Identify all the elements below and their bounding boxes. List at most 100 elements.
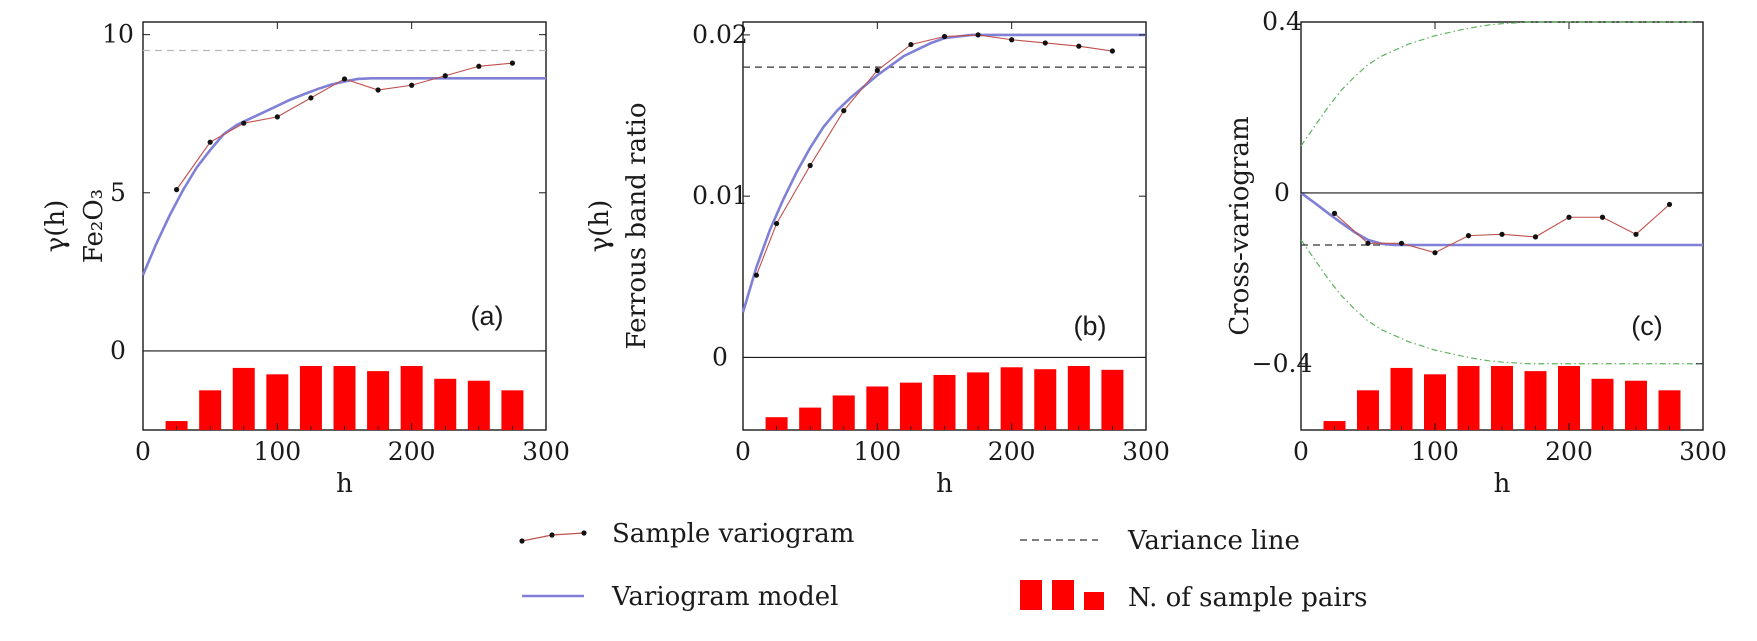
x-tick-label: 0 [135, 437, 151, 466]
pairs-bar [434, 378, 457, 430]
pairs-bar [367, 371, 390, 430]
envelope-lower [1300, 239, 1703, 365]
y-axis-title: γ(h) [41, 200, 71, 253]
y-tick-label: 0.4 [1262, 7, 1302, 36]
pairs-bar [467, 380, 490, 430]
sample-variogram-point [1532, 234, 1539, 240]
legend: Sample variogram Variogram model Varianc… [519, 519, 1368, 613]
sample-variogram-line [755, 34, 1113, 276]
pairs-bar [866, 386, 889, 430]
variogram-model-line [741, 33, 1146, 313]
x-tick-label: 0 [735, 437, 751, 466]
y-axis-title: γ(h) [585, 200, 615, 253]
pairs-bar [1101, 369, 1124, 430]
sample-variogram-point [1009, 37, 1015, 43]
sample-variogram-point [1042, 40, 1048, 46]
y-tick-label: 5 [110, 178, 126, 207]
panel-c: 0 100 200 300 −0.4 0 0.4 h Cross-variogram (c) [1225, 7, 1727, 499]
sample-variogram-point [274, 114, 280, 120]
sample-variogram-point [908, 41, 914, 48]
legend-variance-label: Variance line [1127, 526, 1300, 556]
sample-variogram-point [308, 95, 314, 101]
pairs-bar [266, 374, 289, 430]
pairs-bar [933, 374, 956, 430]
y-tick-label: −0.4 [1252, 349, 1313, 378]
pairs-bar [899, 382, 922, 430]
sample-variogram-point [207, 139, 213, 145]
sample-variogram-point [341, 76, 348, 82]
x-tick-label: 200 [988, 437, 1036, 466]
sample-variogram-point [1465, 233, 1472, 239]
sample-variogram-point [409, 82, 415, 88]
y-tick-label: 10 [102, 20, 134, 49]
legend-sample-symbol [519, 530, 587, 544]
pairs-bar [299, 366, 322, 430]
pairs-bar [400, 366, 423, 430]
pairs-bar [1000, 367, 1023, 430]
panel-a: 0 100 200 300 0 5 10 h γ(h) Fe₂O₃ (a) [41, 20, 570, 499]
x-tick-label: 0 [1293, 437, 1309, 466]
y-tick-label: 0 [110, 336, 126, 365]
sample-variogram-point [1633, 231, 1639, 237]
x-axis-title: h [336, 469, 353, 499]
sample-variogram-point [941, 33, 948, 40]
envelope-upper [1300, 21, 1703, 147]
pairs-bar [1424, 374, 1446, 430]
variogram-model-line [1300, 191, 1703, 247]
sample-variogram-point [773, 220, 780, 227]
sample-variogram-point [1499, 231, 1505, 237]
legend-model-label: Variogram model [611, 582, 838, 612]
pairs-bar [1591, 378, 1614, 430]
x-tick-label: 100 [853, 437, 901, 466]
sample-variogram-point [1666, 201, 1673, 208]
sample-variogram-point [1398, 240, 1405, 246]
sample-variogram-point [1566, 214, 1572, 220]
x-tick-label: 300 [1122, 437, 1170, 466]
pairs-bar [765, 417, 788, 430]
y-tick-label: 0.02 [692, 20, 748, 49]
pairs-bar [232, 367, 255, 430]
x-axis-title: h [936, 469, 953, 499]
pairs-bar [1625, 380, 1647, 430]
sample-variogram-point [975, 32, 981, 38]
pairs-bar [1457, 366, 1480, 430]
sample-variogram-point [1432, 250, 1438, 256]
legend-pairs-label: N. of sample pairs [1128, 583, 1368, 613]
x-tick-label: 100 [253, 437, 301, 466]
x-tick-label: 200 [1545, 437, 1593, 466]
sample-variogram-point [173, 187, 180, 193]
sample-variogram-point [807, 162, 813, 169]
sample-variogram-point [476, 63, 482, 69]
x-axis-title: h [1494, 469, 1511, 499]
pairs-bar [1067, 366, 1090, 430]
pairs-bar [165, 421, 188, 430]
sample-variogram-point [1076, 43, 1082, 49]
panel-label: (c) [1631, 311, 1662, 341]
sample-variogram-point [1109, 48, 1116, 54]
pairs-bar [1390, 367, 1413, 430]
pairs-bar [1658, 390, 1681, 430]
pairs-bar [1558, 366, 1580, 430]
sample-variogram-point [874, 67, 880, 73]
y-tick-label: 0 [712, 342, 728, 371]
panel-label: (a) [471, 301, 504, 331]
pairs-bar [832, 395, 855, 430]
sample-variogram-point [753, 272, 760, 278]
sample-variogram-point [442, 73, 448, 79]
sample-variogram-point [1599, 214, 1606, 220]
x-tick-label: 300 [522, 437, 570, 466]
variogram-model-line [141, 76, 546, 276]
pairs-bar [967, 372, 990, 430]
sample-variogram-point [241, 120, 247, 126]
pairs-bar [1357, 390, 1379, 430]
y-axis-title: Cross-variogram [1225, 116, 1255, 335]
x-tick-label: 200 [388, 437, 436, 466]
pairs-bar [199, 390, 222, 430]
pairs-bar [333, 366, 356, 430]
sample-variogram-point [841, 108, 847, 114]
legend-pairs-symbol [1020, 580, 1104, 610]
legend-sample-label: Sample variogram [612, 519, 854, 549]
pairs-bar [1323, 421, 1346, 430]
pairs-bar [1491, 366, 1513, 430]
